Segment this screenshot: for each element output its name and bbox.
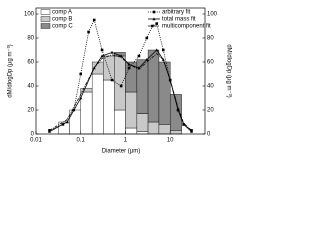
- marker: [190, 130, 194, 133]
- chart: Diameter (µm) dM/dlogDp (µg m⁻³) dM/dlog…: [8, 7, 231, 155]
- x-tick-label: 1: [124, 138, 128, 144]
- marker: [65, 120, 69, 124]
- marker: [100, 54, 104, 58]
- marker: [155, 48, 159, 52]
- marker: [47, 130, 51, 133]
- bar: [147, 49, 160, 123]
- legend-label: arbitrary fit: [162, 10, 191, 16]
- legend-swatch: [40, 23, 51, 29]
- y2-tick-label: 60: [207, 60, 214, 66]
- bar: [80, 91, 93, 135]
- legend-label: multicomponent fit: [162, 24, 211, 30]
- y-tick-label: 80: [27, 36, 34, 42]
- y-tick-label: 20: [27, 108, 34, 114]
- y2-tick-label: 100: [207, 12, 218, 18]
- y2-tick-label: 20: [207, 108, 214, 114]
- marker: [155, 22, 159, 25]
- legend-swatch: [40, 9, 51, 15]
- y2-axis-title: dM/dlogDp (µg m⁻³): [225, 44, 231, 97]
- bar: [169, 130, 182, 135]
- y-tick-label: 100: [24, 12, 35, 18]
- marker: [182, 122, 186, 126]
- marker: [100, 48, 104, 52]
- marker: [145, 36, 149, 40]
- bar: [158, 124, 171, 135]
- y-tick-label: 0: [31, 132, 35, 138]
- bar: [125, 127, 138, 135]
- marker: [161, 48, 165, 52]
- x-tick-label: 10: [167, 138, 174, 144]
- x-axis-title: Diameter (µm): [102, 149, 140, 155]
- bar: [69, 109, 81, 135]
- bar: [125, 91, 138, 129]
- legend-label: total mass fit: [162, 17, 196, 23]
- marker: [119, 54, 123, 58]
- legend-label: comp A: [52, 10, 72, 16]
- bar: [91, 73, 104, 135]
- marker: [87, 30, 90, 34]
- y2-tick-label: 80: [207, 36, 214, 42]
- bar: [113, 109, 126, 135]
- y2-tick-label: 40: [207, 84, 214, 90]
- marker: [110, 78, 114, 82]
- bar: [103, 79, 115, 135]
- legend-marker: [152, 10, 156, 14]
- marker: [145, 58, 149, 61]
- bar: [136, 113, 149, 132]
- marker: [127, 66, 131, 70]
- marker: [161, 58, 165, 61]
- plot-frame: [35, 7, 206, 135]
- legend-label: comp B: [52, 17, 72, 23]
- marker: [137, 54, 141, 58]
- bar: [169, 94, 182, 131]
- marker: [110, 50, 114, 54]
- y-tick-label: 60: [27, 60, 34, 66]
- bar: [147, 121, 160, 135]
- x-tick-label: 0.1: [77, 138, 86, 144]
- y-axis-title: dM/dlogDp (µg m⁻³): [8, 44, 14, 97]
- x-tick-label: 0.01: [30, 138, 42, 144]
- marker: [79, 72, 83, 76]
- legend-swatch: [40, 16, 51, 22]
- bar: [136, 131, 149, 135]
- y2-tick-label: 0: [207, 132, 211, 138]
- bar: [103, 55, 115, 81]
- legend-marker: [152, 17, 156, 21]
- marker: [79, 96, 83, 100]
- legend-label: comp C: [52, 24, 73, 30]
- marker: [119, 84, 123, 88]
- bar: [113, 52, 126, 57]
- bar: [158, 61, 171, 125]
- marker: [92, 18, 96, 22]
- fit-line: [49, 53, 192, 131]
- y-tick-label: 40: [27, 84, 34, 90]
- bar: [113, 55, 126, 111]
